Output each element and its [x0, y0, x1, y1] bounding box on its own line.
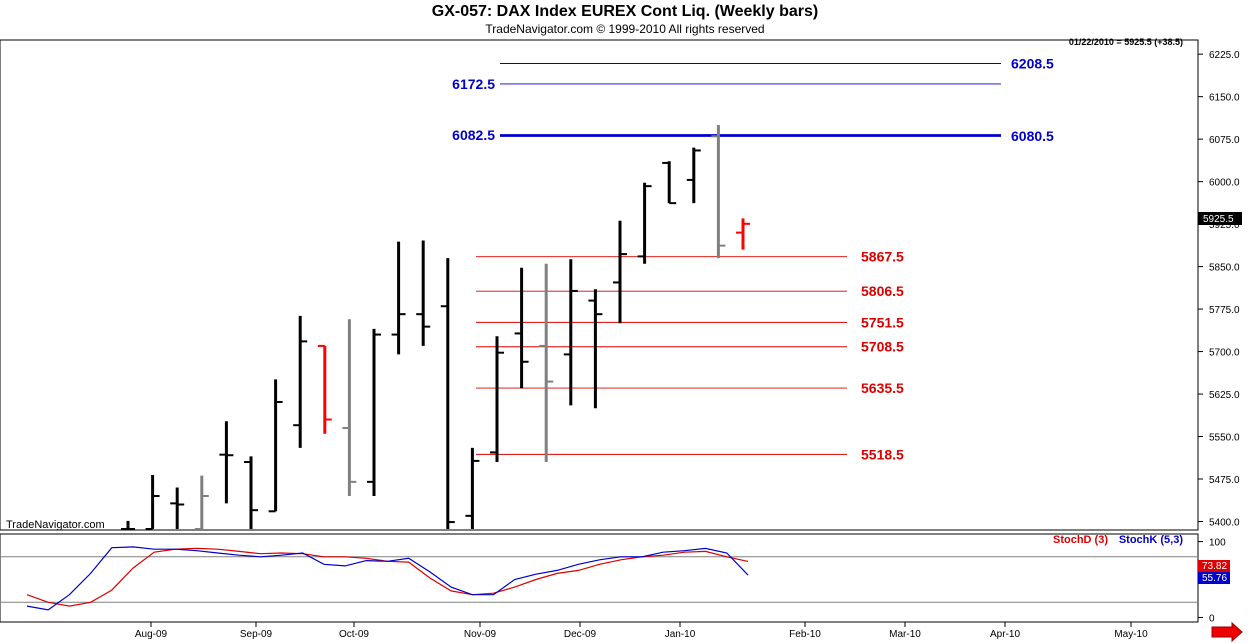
price-tick-label: 6075.0 [1209, 135, 1240, 146]
level-label: 5518.5 [861, 446, 904, 462]
time-tick-label: Sep-09 [240, 629, 273, 640]
time-tick-label: May-10 [1114, 629, 1148, 640]
level-label: 6208.5 [1011, 56, 1054, 72]
time-tick-label: Feb-10 [789, 629, 821, 640]
levels-layer: 6208.5 6172.5 6082.5 6080.5 5867.5 5806.5 5751… [452, 56, 1054, 463]
price-tick-label: 5850.0 [1209, 263, 1240, 274]
level-label: 5867.5 [861, 249, 904, 265]
chart-copyright: TradeNavigator.com © 1999-2010 All right… [485, 22, 765, 36]
time-tick-label: Nov-09 [464, 629, 497, 640]
quote-readout: 01/22/2010 = 5925.5 (+38.5) [1069, 37, 1183, 47]
price-tick-label: 5775.0 [1209, 305, 1240, 316]
price-tick-label: 6000.0 [1209, 178, 1240, 189]
stoch-panel [0, 533, 1199, 623]
price-panel [0, 39, 1199, 531]
time-tick-label: Dec-09 [564, 629, 597, 640]
chart-frames [0, 39, 1199, 623]
stoch-d-legend: StochD (3) [1053, 534, 1108, 546]
scroll-right-arrow-icon[interactable] [1211, 621, 1243, 643]
price-tick-label: 6225.0 [1209, 50, 1240, 61]
stoch-k-badge [1198, 572, 1230, 584]
price-tick-label: 5625.0 [1209, 390, 1240, 401]
stoch-d-last-label: 73.82 [1202, 561, 1227, 572]
price-tick-label: 5475.0 [1209, 475, 1240, 486]
time-tick-label: Mar-10 [889, 629, 921, 640]
chart-title: GX-057: DAX Index EUREX Cont Liq. (Weekl… [431, 3, 819, 20]
watermark-label: TradeNavigator.com [6, 519, 105, 531]
price-axis: 6225.0 6150.0 6075.0 6000.0 5925.0 5850.0 5775… [1198, 50, 1240, 529]
price-tick-label: 5400.0 [1209, 518, 1240, 529]
price-tick-label: 6150.0 [1209, 93, 1240, 104]
last-price-label: 5925.5 [1203, 214, 1234, 225]
time-tick-label: Oct-09 [339, 629, 369, 640]
time-tick-label: Aug-09 [135, 629, 168, 640]
level-label: 5635.5 [861, 380, 904, 396]
last-price-badge [1198, 212, 1242, 225]
level-label: 6172.5 [452, 76, 495, 92]
level-label: 5751.5 [861, 314, 904, 330]
stoch-tick-label: 0 [1209, 613, 1215, 624]
time-axis: Aug-09 Sep-09 Oct-09 Nov-09 Dec-09 Jan-10 Feb-… [135, 622, 1148, 640]
time-tick-label: Apr-10 [990, 629, 1020, 640]
bars-layer [121, 124, 750, 530]
stoch-k-last-label: 55.76 [1202, 573, 1227, 584]
price-tick-label: 5700.0 [1209, 348, 1240, 359]
time-tick-label: Jan-10 [665, 629, 696, 640]
level-label: 5806.5 [861, 283, 904, 299]
stoch-k-line [26, 546, 749, 611]
stoch-k-legend: StochK (5,3) [1119, 534, 1184, 546]
stoch-tick-label: 100 [1209, 538, 1226, 549]
price-tick-label: 5925.0 [1209, 220, 1240, 231]
level-label: 6080.5 [1011, 128, 1054, 144]
level-label: 6082.5 [452, 127, 495, 143]
stoch-d-badge [1198, 560, 1230, 572]
price-tick-label: 5550.0 [1209, 433, 1240, 444]
level-label: 5708.5 [861, 339, 904, 355]
